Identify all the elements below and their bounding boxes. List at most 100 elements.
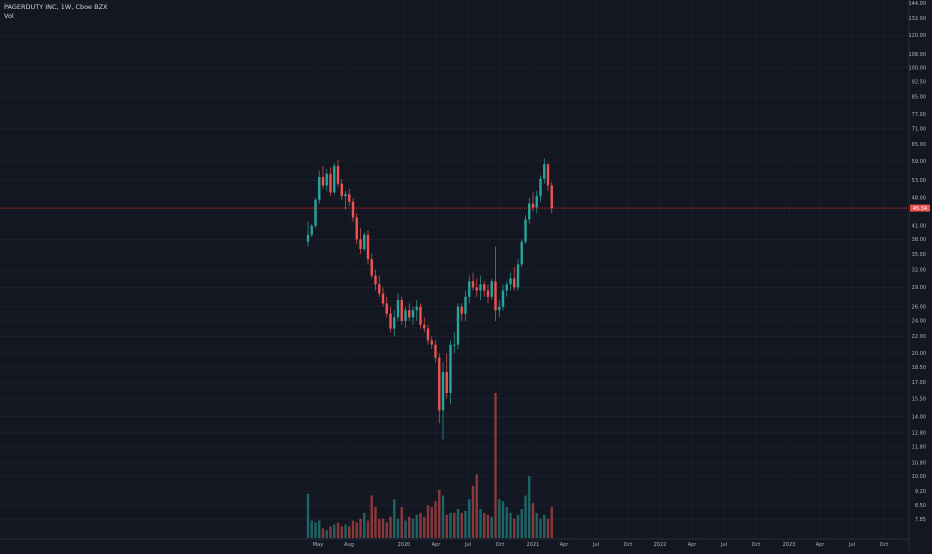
volume-bar — [505, 507, 508, 538]
price-tick-label: 85.00 — [912, 94, 926, 100]
price-tick-label: 12.80 — [912, 430, 926, 436]
candle-body — [411, 310, 415, 318]
price-tick-label: 48.00 — [912, 196, 926, 202]
candle-body — [415, 306, 418, 311]
candle-body — [438, 357, 441, 411]
volume-bar — [441, 495, 445, 538]
time-tick-label: Jul — [464, 542, 471, 548]
candle-body — [531, 203, 535, 208]
volume-bar — [494, 393, 497, 538]
candle-body — [528, 203, 531, 220]
volume-bar — [509, 512, 512, 538]
candle-body — [396, 300, 400, 318]
candle-body — [408, 310, 411, 318]
volume-bar — [539, 518, 542, 538]
candle-body — [471, 281, 475, 288]
candle-body — [546, 164, 550, 186]
time-tick-label: Apr — [816, 542, 826, 548]
price-tick-label: 24.00 — [912, 319, 926, 325]
volume-bar — [336, 522, 340, 538]
candle-body — [404, 310, 407, 321]
volume-bar — [520, 509, 523, 538]
time-tick-label: 2020 — [398, 542, 411, 548]
price-tick-label: 53.00 — [912, 178, 926, 184]
candle-body — [366, 234, 370, 260]
volume-bar — [501, 501, 505, 538]
candle-body — [460, 306, 463, 314]
candle-body — [351, 201, 355, 218]
price-tick-label: 100.00 — [909, 66, 927, 72]
volume-bar — [378, 518, 381, 538]
time-tick-label: Oct — [496, 542, 505, 548]
volume-bar — [310, 520, 313, 538]
candle-body — [363, 234, 366, 249]
volume-bar — [531, 503, 535, 538]
candle-body — [464, 296, 467, 314]
time-tick-label: Aug — [344, 542, 354, 548]
candle-body — [393, 317, 396, 329]
price-tick-label: 10.80 — [912, 460, 926, 466]
volume-bar — [408, 516, 411, 538]
price-tick-label: 120.00 — [909, 33, 927, 39]
volume-bar — [468, 499, 471, 538]
volume-bar — [445, 514, 448, 538]
volume-bar — [385, 522, 388, 538]
price-tick-label: 71.00 — [912, 126, 926, 132]
candle-body — [310, 225, 313, 235]
candle-body — [400, 300, 403, 321]
price-axis[interactable]: 144.00 132.00 120.00 108.00 100.00 92.50 85.00… — [909, 1, 927, 523]
candle-body — [441, 371, 445, 411]
candle-body — [445, 371, 448, 393]
time-tick-label: 2023 — [783, 542, 796, 548]
volume-bar — [426, 505, 430, 538]
candle-body — [430, 340, 433, 345]
price-tick-label: 41.00 — [912, 224, 926, 230]
price-tick-label: 26.00 — [912, 305, 926, 311]
volume-bar — [366, 520, 370, 538]
volume-bar — [423, 516, 426, 538]
candle-body — [498, 306, 501, 311]
candle-body — [483, 284, 486, 291]
volume-bar — [340, 526, 343, 538]
legend-volume-label: Vol — [4, 12, 14, 20]
volume-bar — [411, 518, 415, 538]
price-tick-label: 32.00 — [912, 268, 926, 274]
price-tick-label: 77.00 — [912, 112, 926, 118]
time-tick-label: Apr — [560, 542, 570, 548]
price-tick-label: 8.50 — [915, 503, 926, 509]
candle-body — [509, 278, 512, 285]
candle-body — [513, 278, 516, 288]
volume-bar — [490, 516, 493, 538]
price-tick-label: 92.50 — [912, 79, 926, 85]
candle-body — [318, 177, 321, 200]
price-tick-label: 65.00 — [912, 142, 926, 148]
time-tick-label: Jul — [720, 542, 727, 548]
price-tick-label: 38.00 — [912, 237, 926, 243]
volume-bar — [471, 485, 475, 538]
candle-body — [434, 344, 437, 358]
price-tick-label: 29.00 — [912, 285, 926, 291]
candle-body — [516, 264, 520, 288]
volume-bar — [419, 512, 422, 538]
candle-body — [524, 219, 527, 242]
volume-bar — [374, 507, 377, 538]
price-tick-label: 14.00 — [912, 414, 926, 420]
candle-body — [325, 173, 328, 186]
current-price-label: 45.34 — [913, 206, 927, 212]
time-tick-label: May — [313, 542, 323, 548]
price-tick-label: 7.85 — [915, 517, 926, 523]
current-price-badge-bg — [910, 204, 930, 212]
candle-body — [378, 284, 381, 294]
time-axis[interactable]: May Aug 2020 Apr Jul Oct 2021 Apr Jul Oct 2022 Apr J… — [313, 542, 889, 548]
candle-body — [456, 306, 460, 345]
volume-bar — [456, 509, 460, 538]
volume-bar — [430, 507, 433, 538]
candle-body — [550, 185, 553, 209]
candle-body — [535, 196, 538, 208]
candle-body — [501, 290, 505, 307]
price-tick-label: 20.00 — [912, 351, 926, 357]
candle-body — [333, 165, 336, 193]
volume-bar — [486, 514, 490, 538]
